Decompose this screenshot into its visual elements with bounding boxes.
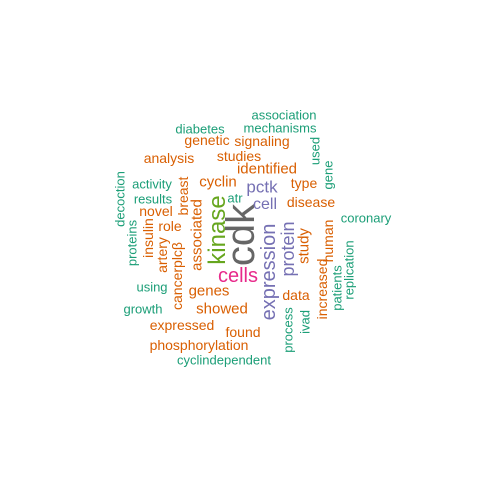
word-pctk: pctk	[246, 177, 278, 197]
word-insulin: insulin	[140, 218, 156, 258]
word-growth: growth	[123, 301, 163, 317]
word-novel: novel	[139, 203, 173, 219]
word-expression: expression	[258, 223, 280, 321]
word-studies: studies	[216, 148, 262, 164]
word-identified: identified	[236, 160, 298, 178]
word-diabetes: diabetes	[175, 121, 225, 137]
word-expressed: expressed	[149, 317, 215, 333]
word-data: data	[282, 287, 310, 303]
word-breast: breast	[175, 176, 191, 216]
word-cyclin: cyclin	[199, 173, 237, 191]
word-atr: atr	[227, 190, 243, 206]
word-associated: associated	[188, 199, 206, 271]
word-coronary: coronary	[340, 210, 392, 226]
word-mechanisms: mechanisms	[243, 120, 317, 136]
word-proteins: proteins	[124, 219, 140, 267]
word-genes: genes	[188, 282, 230, 300]
word-using: using	[136, 279, 168, 295]
word-kinase: kinase	[204, 195, 231, 265]
word-cell: cell	[252, 196, 278, 213]
word-disease: disease	[286, 194, 336, 210]
word-protein: protein	[278, 221, 298, 277]
word-phosphorylation: phosphorylation	[149, 337, 249, 353]
word-analysis: analysis	[143, 150, 195, 166]
word-decoction: decoction	[112, 171, 128, 227]
word-results: results	[133, 191, 173, 207]
word-replication: replication	[341, 240, 357, 300]
word-ivad: ivad	[297, 310, 313, 334]
word-role: role	[158, 218, 182, 234]
word-human: human	[320, 219, 336, 263]
word-found: found	[225, 324, 261, 340]
word-process: process	[280, 307, 296, 353]
word-genetic: genetic	[184, 132, 230, 148]
word-cancerplcβ: cancerplcβ	[169, 242, 185, 310]
word-gene: gene	[320, 160, 336, 190]
word-increased: increased	[314, 258, 330, 320]
word-cells: cells	[217, 265, 259, 287]
word-signaling: signaling	[234, 133, 290, 149]
word-type: type	[290, 175, 318, 191]
word-study: study	[295, 228, 313, 264]
word-showed: showed	[196, 300, 248, 318]
word-association: association	[251, 107, 317, 123]
word-artery: artery	[154, 237, 170, 273]
word-cyclindependent: cyclindependent	[177, 352, 271, 368]
word-activity: activity	[132, 176, 172, 192]
